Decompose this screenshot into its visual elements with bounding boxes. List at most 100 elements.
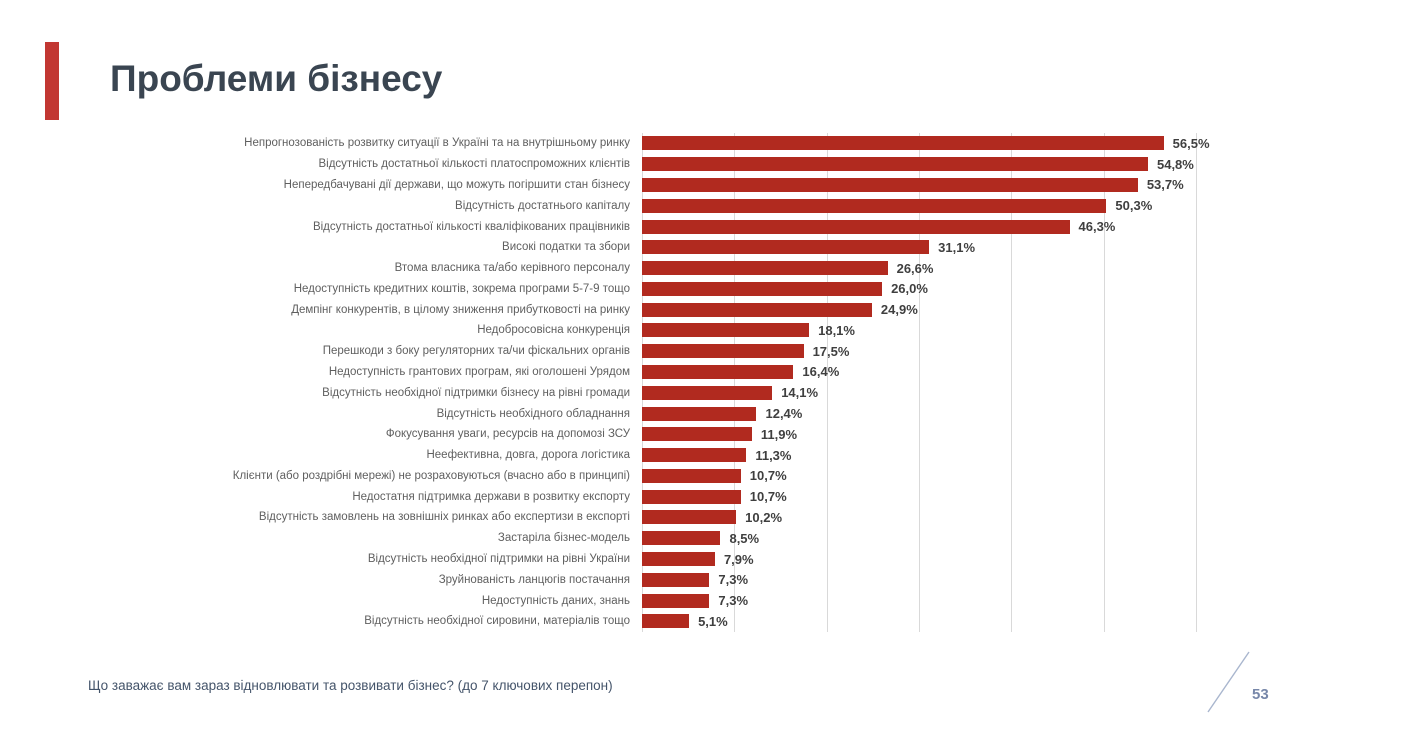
bar-area: 53,7% (642, 177, 1196, 192)
category-label: Недоступність даних, знань (481, 594, 630, 607)
category-label: Відсутність необхідної підтримки бізнесу… (322, 386, 630, 399)
bar-area: 11,3% (642, 447, 1196, 463)
chart-row: Зруйнованість ланцюгів постачання 7,3% (0, 569, 1423, 590)
chart-row: Відсутність необхідної підтримки на рівн… (0, 549, 1423, 570)
bar-chart: Непрогнозованість розвитку ситуації в Ук… (0, 133, 1423, 633)
value-label: 50,3% (1115, 198, 1153, 214)
bar (642, 344, 804, 359)
value-label: 54,8% (1156, 156, 1194, 172)
bar (642, 593, 710, 608)
bar (642, 427, 752, 442)
bar (642, 531, 721, 546)
category-label: Недоступність кредитних коштів, зокрема … (293, 282, 630, 295)
gridline (919, 133, 920, 632)
gridline (734, 133, 736, 632)
category-label: Фокусування уваги, ресурсів на допомозі … (385, 428, 630, 441)
bar (642, 302, 872, 317)
chart-row: Відсутність необхідної сировини, матеріа… (0, 611, 1423, 632)
value-label: 26,6% (896, 260, 934, 276)
gridline (642, 133, 643, 632)
chart-row: Недобросовісна конкуренція 18,1% (0, 320, 1423, 341)
chart-row: Відсутність достатньої кількості платосп… (0, 154, 1423, 175)
gridline (826, 133, 828, 632)
value-label: 11,9% (760, 426, 798, 442)
chart-row: Відсутність необхідної підтримки бізнесу… (0, 382, 1423, 403)
bar (642, 136, 1164, 151)
value-label: 10,7% (749, 489, 787, 505)
value-label: 26,0% (891, 281, 928, 297)
bar-area: 46,3% (642, 219, 1196, 235)
bar-area: 50,3% (642, 198, 1196, 214)
chart-rows: Непрогнозованість розвитку ситуації в Ук… (0, 133, 1423, 632)
chart-row: Недоступність даних, знань 7,3% (0, 590, 1423, 611)
category-label: Застаріла бізнес-модель (497, 532, 630, 545)
bar-area: 31,1% (642, 239, 1196, 255)
category-label: Відсутність замовлень на зовнішніх ринка… (258, 511, 630, 524)
bar-area: 14,1% (642, 385, 1196, 400)
bar-area: 54,8% (642, 156, 1196, 172)
value-label: 16,4% (802, 364, 840, 380)
slash-icon (1207, 651, 1250, 713)
category-label: Недостатня підтримка держави в розвитку … (352, 490, 630, 503)
bar-area: 10,7% (642, 468, 1196, 484)
bar-area: 24,9% (642, 302, 1196, 317)
value-label: 46,3% (1078, 219, 1116, 235)
bar (642, 157, 1148, 172)
bar-area: 7,3% (642, 593, 1196, 609)
value-label: 7,3% (718, 593, 749, 609)
bar-area: 18,1% (642, 323, 1196, 338)
value-label: 7,3% (718, 572, 749, 588)
category-label: Відсутність необхідного обладнання (436, 407, 630, 420)
bar (642, 468, 741, 483)
bar (642, 240, 930, 255)
bar (642, 552, 715, 567)
category-label: Недоступність грантових програм, які ого… (328, 365, 630, 378)
bar-area: 11,9% (642, 426, 1196, 442)
bar (642, 177, 1138, 192)
chart-row: Непередбачувані дії держави, що можуть п… (0, 175, 1423, 196)
category-label: Відсутність необхідної сировини, матеріа… (364, 615, 630, 628)
category-label: Відсутність достатньої кількості платосп… (318, 158, 631, 171)
bar-area: 16,4% (642, 364, 1196, 380)
category-label: Непередбачувані дії держави, що можуть п… (283, 178, 630, 191)
value-label: 12,4% (765, 406, 803, 422)
category-label: Відсутність необхідної підтримки на рівн… (367, 553, 630, 566)
bar (642, 364, 794, 379)
bar (642, 406, 757, 421)
category-label: Втома власника та/або керівного персонал… (394, 262, 630, 275)
chart-row: Відсутність необхідного обладнання 12,4% (0, 403, 1423, 424)
chart-row: Відсутність замовлень на зовнішніх ринка… (0, 507, 1423, 528)
chart-row: Демпінг конкурентів, в цілому зниження п… (0, 299, 1423, 320)
footer-question: Що заважає вам зараз відновлювати та роз… (88, 678, 613, 693)
bar (642, 489, 741, 504)
category-label: Демпінг конкурентів, в цілому зниження п… (291, 303, 630, 316)
bar (642, 323, 810, 338)
chart-row: Застаріла бізнес-модель 8,5% (0, 528, 1423, 549)
chart-row: Клієнти (або роздрібні мережі) не розрах… (0, 466, 1423, 487)
value-label: 5,1% (698, 613, 728, 629)
bar-area: 26,6% (642, 260, 1196, 276)
bar-area: 7,3% (642, 572, 1196, 588)
bar-area: 12,4% (642, 406, 1196, 422)
value-label: 10,7% (749, 468, 787, 484)
bar-area: 26,0% (642, 281, 1196, 297)
value-label: 11,3% (755, 447, 792, 463)
chart-row: Недостатня підтримка держави в розвитку … (0, 486, 1423, 507)
chart-row: Непрогнозованість розвитку ситуації в Ук… (0, 133, 1423, 154)
category-label: Зруйнованість ланцюгів постачання (438, 573, 630, 586)
value-label: 8,5% (729, 530, 760, 546)
value-label: 10,2% (745, 509, 783, 525)
chart-row: Неефективна, довга, дорога логістика 11,3… (0, 445, 1423, 466)
bar-area: 17,5% (642, 343, 1196, 359)
bar (642, 572, 710, 587)
value-label: 31,1% (938, 239, 976, 255)
bar-area: 10,7% (642, 489, 1196, 505)
chart-row: Втома власника та/або керівного персонал… (0, 258, 1423, 279)
value-label: 17,5% (812, 343, 850, 359)
bar (642, 510, 737, 525)
bar-area: 10,2% (642, 509, 1196, 525)
chart-row: Недоступність кредитних коштів, зокрема … (0, 278, 1423, 299)
bar (642, 385, 773, 400)
category-label: Клієнти (або роздрібні мережі) не розрах… (232, 469, 630, 482)
